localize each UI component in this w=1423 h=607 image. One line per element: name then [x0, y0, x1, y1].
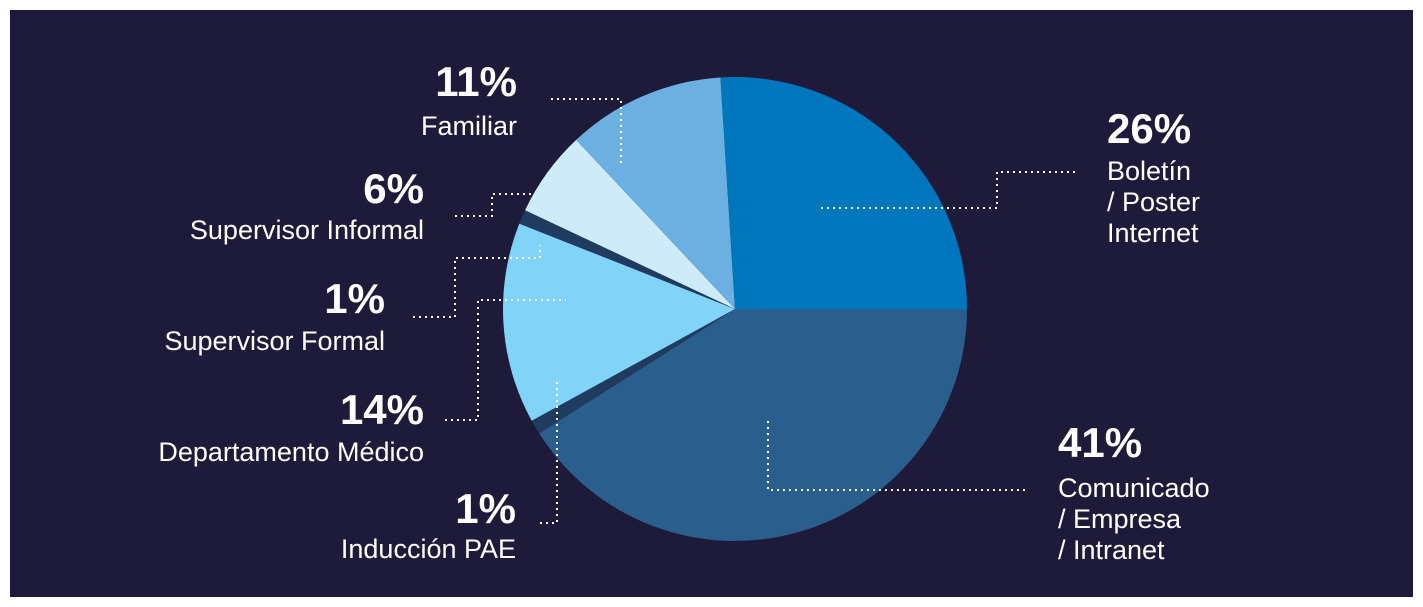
value-label: 41%: [1058, 419, 1142, 466]
pie-slice: [503, 223, 735, 421]
slice-label: Supervisor Formal: [164, 326, 385, 356]
slice-label: Supervisor Informal: [190, 215, 424, 245]
value-label: 11%: [435, 58, 517, 105]
slice-label: Inducción PAE: [341, 534, 516, 564]
pie-slice: [539, 309, 967, 541]
slice-label: Departamento Médico: [158, 437, 424, 467]
leader-line: [551, 98, 622, 165]
leader-line: [767, 418, 1025, 491]
slice-label: Boletín: [1107, 156, 1191, 186]
value-label: 14%: [340, 386, 424, 433]
pie-slice: [525, 139, 735, 309]
value-label: 1%: [324, 275, 385, 322]
slice-label: Internet: [1107, 218, 1199, 248]
leader-lines: [413, 98, 1075, 524]
leader-line: [455, 193, 533, 217]
pie-slice: [720, 77, 967, 309]
pie: [503, 77, 967, 541]
leader-line: [818, 171, 1075, 209]
slice-label: Familiar: [421, 111, 517, 141]
value-label: 26%: [1107, 105, 1191, 152]
pie-slice: [576, 77, 735, 310]
slice-label: / Poster: [1107, 187, 1200, 217]
slice-label: / Empresa: [1058, 504, 1182, 534]
slice-label: / Intranet: [1058, 535, 1165, 565]
value-label: 6%: [363, 165, 424, 212]
slice-label: Comunicado: [1058, 473, 1210, 503]
pie-slice: [519, 210, 735, 309]
value-label: 1%: [455, 485, 516, 532]
pie-slice: [531, 309, 735, 434]
